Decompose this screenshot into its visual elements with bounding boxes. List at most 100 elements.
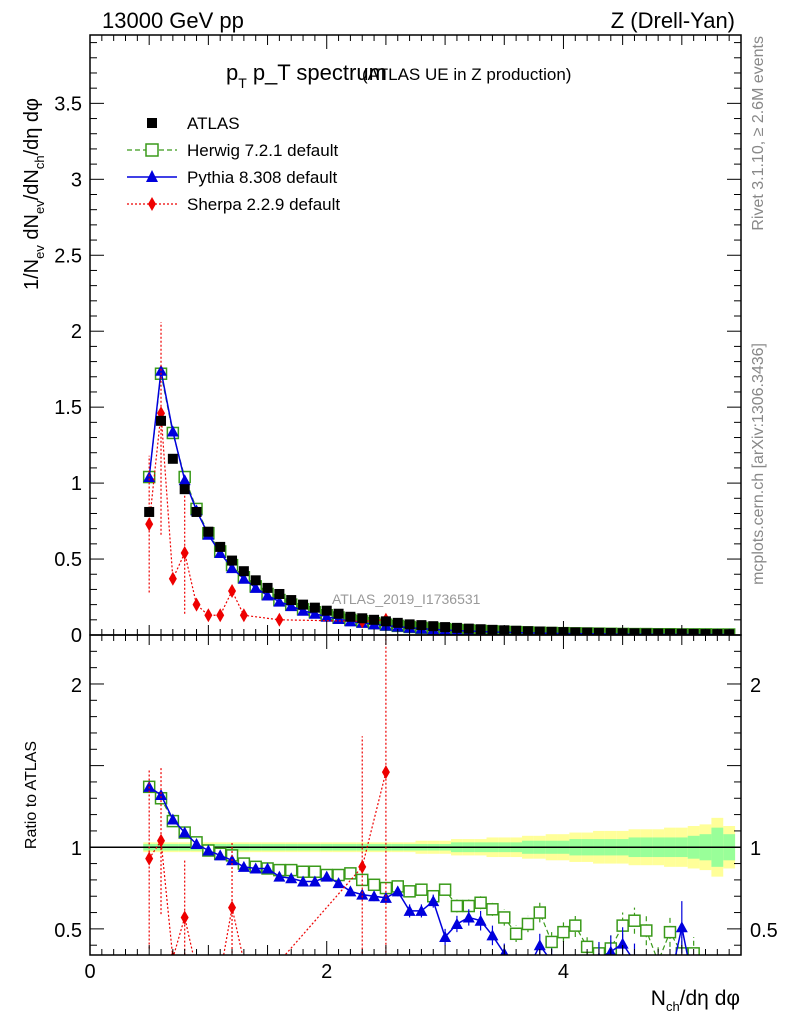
main-ytick-label: 2.5 (54, 245, 82, 267)
ratio-pythia-point (569, 972, 581, 983)
main-data-point (463, 623, 474, 634)
ratio-herwig-point (521, 917, 535, 931)
ratio-xtick-label: 0 (84, 961, 95, 983)
main-pythia-point (320, 610, 333, 622)
main-ytick-label: 2 (71, 321, 82, 343)
main-pythia-point (143, 471, 156, 483)
ratio-pythia-point (486, 929, 499, 941)
ratio-herwig-point (557, 925, 570, 939)
main-sherpa-point (239, 608, 248, 623)
main-data-point (392, 617, 403, 628)
ratio-pythia-point (581, 980, 593, 991)
ratio-pythia-point (391, 885, 404, 897)
ratio-sherpa-point (204, 972, 212, 986)
ratio-pythia-point (237, 860, 250, 872)
main-data-point (428, 621, 439, 632)
ratio-herwig-point (415, 883, 428, 896)
main-data-point (144, 506, 155, 517)
ratio-herwig-line (148, 786, 694, 955)
main-ytick-label: 1 (71, 473, 82, 495)
ratio-sherpa-point (243, 954, 245, 955)
ratio-herwig-point (533, 906, 547, 919)
ratio-sherpa-point (358, 859, 367, 874)
ratio-xlabel: Nch/dη dφ (651, 987, 740, 1014)
main-data-point (215, 541, 226, 552)
main-pythia-point (249, 581, 262, 593)
main-sherpa-point (192, 597, 201, 612)
main-data-point (156, 415, 167, 426)
ratio-pythia-point (640, 969, 652, 980)
ratio-herwig-point (663, 925, 677, 939)
ratio-herwig-point (628, 914, 641, 927)
legend: ATLAS Herwig 7.2.1 default Pythia 8.308 … (127, 114, 340, 214)
ratio-panel: 0.5 0.5 1 1 2 2 0 2 4 Ratio to ATLAS Nch/dη dφ (23, 634, 778, 1014)
ratio-frame (89, 634, 742, 956)
ratio-ytick-label-right: 2 (750, 675, 761, 697)
ratio-pythia-point (261, 862, 274, 874)
main-data-point (191, 506, 202, 517)
main-data-point (369, 614, 380, 625)
ratio-sherpa-point (279, 954, 280, 955)
ratio-pythia-point (297, 875, 310, 887)
main-title-text: p_T spectrum (253, 60, 387, 85)
ratio-sherpa-point (381, 765, 390, 780)
ratio-pythia-point (546, 956, 558, 967)
ratio-axes: 0.5 0.5 1 1 2 2 0 2 4 (54, 635, 778, 983)
ratio-pythia-point (155, 789, 168, 800)
ratio-sherpa-point (193, 963, 201, 977)
main-pythia-point (214, 546, 227, 558)
main-axes: 0 0.5 1 1.5 2 2.5 3 3.5 (54, 35, 742, 647)
ratio-pythia-point (652, 972, 664, 983)
main-pythia-point (308, 607, 321, 619)
ratio-pythia-point (344, 885, 357, 897)
main-data-point (416, 620, 427, 631)
ratio-herwig-point (509, 927, 523, 941)
ratio-herwig-point (438, 883, 452, 896)
main-data-point (404, 619, 415, 630)
ratio-pythia-point (202, 844, 215, 856)
legend-item-herwig: Herwig 7.2.1 default (127, 141, 338, 160)
ratio-sherpa-point (180, 910, 189, 925)
ratio-pythia-point (143, 780, 156, 792)
ratio-sherpa-point (216, 968, 224, 982)
ratio-pythia-point (403, 904, 416, 916)
main-sherpa-point (204, 608, 213, 623)
ratio-pythia-point (308, 875, 321, 887)
ratio-herwig-point (653, 956, 664, 967)
ratio-herwig-point (640, 924, 653, 937)
ratio-pythia-point (332, 877, 345, 889)
main-pythia-point (237, 572, 250, 584)
mcplots-label: mcplots.cern.ch [arXiv:1306.3436] (750, 343, 767, 585)
legend-marker-pythia (146, 170, 158, 182)
ratio-pythia-point (510, 959, 522, 970)
ratio-xtick-label: 4 (558, 961, 569, 983)
ratio-sherpa-point (228, 900, 237, 915)
ratio-ytick-label-right: 1 (750, 838, 761, 860)
ratio-pythia-point (427, 895, 440, 907)
ratio-sherpa-point (145, 851, 154, 866)
ratio-pythia-point (675, 921, 688, 933)
main-data-point (179, 484, 190, 495)
main-data-point (357, 613, 368, 624)
main-data-point (274, 588, 285, 599)
ratio-herwig-point (450, 899, 464, 913)
ratio-pythia-point (178, 826, 191, 838)
ratio-pythia-point (522, 964, 534, 975)
main-sherpa-point (275, 612, 284, 627)
ratio-pythia-point (462, 911, 475, 923)
main-data-point (309, 602, 320, 613)
main-data-point (227, 555, 238, 566)
ratio-pythia-point (285, 872, 298, 884)
main-sherpa-point (180, 545, 189, 560)
ratio-pythia-point (166, 813, 179, 825)
legend-item-pythia: Pythia 8.308 default (127, 168, 338, 187)
main-data-point (380, 616, 391, 627)
main-pythia-point (285, 600, 298, 612)
ratio-pythia-point (664, 975, 676, 986)
ratio-herwig-point (545, 935, 558, 949)
main-ytick-label: 3.5 (54, 93, 82, 115)
main-pythia-point (297, 604, 310, 616)
main-sherpa-point (228, 583, 237, 598)
ratio-plot-area (90, 635, 741, 991)
legend-label-sherpa: Sherpa 2.2.9 default (187, 195, 340, 214)
